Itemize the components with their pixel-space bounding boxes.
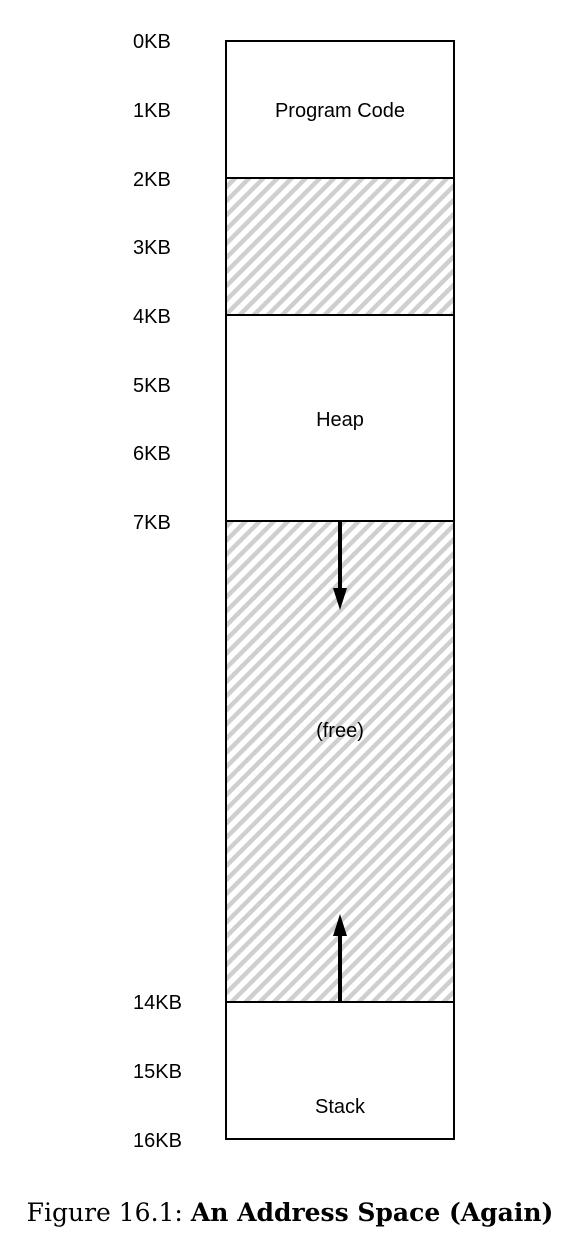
label-program-code: Program Code	[275, 100, 405, 122]
label-free: (free)	[316, 720, 364, 742]
tick-label-4kb: 4KB	[133, 306, 171, 328]
label-stack: Stack	[315, 1096, 366, 1118]
caption-prefix: Figure 16.1:	[26, 1198, 191, 1227]
tick-label-16kb: 16KB	[133, 1130, 182, 1152]
segment-unused-gap	[225, 177, 455, 316]
heap-growth-arrow	[333, 521, 347, 610]
tick-label-5kb: 5KB	[133, 375, 171, 397]
tick-label-15kb: 15KB	[133, 1061, 182, 1083]
tick-label-6kb: 6KB	[133, 443, 171, 465]
tick-label-14kb: 14KB	[133, 992, 182, 1014]
segment-program-code	[225, 40, 455, 179]
tick-label-7kb: 7KB	[133, 512, 171, 534]
tick-label-0kb: 0KB	[133, 31, 171, 53]
caption-title: An Address Space (Again)	[190, 1198, 554, 1227]
tick-label-1kb: 1KB	[133, 100, 171, 122]
segment-heap	[225, 314, 455, 522]
segment-stack	[225, 1001, 455, 1140]
label-heap: Heap	[316, 409, 364, 431]
figure-caption: Figure 16.1: An Address Space (Again)	[0, 1198, 580, 1227]
tick-label-3kb: 3KB	[133, 237, 171, 259]
stack-growth-arrow	[333, 914, 347, 1002]
tick-label-2kb: 2KB	[133, 169, 171, 191]
